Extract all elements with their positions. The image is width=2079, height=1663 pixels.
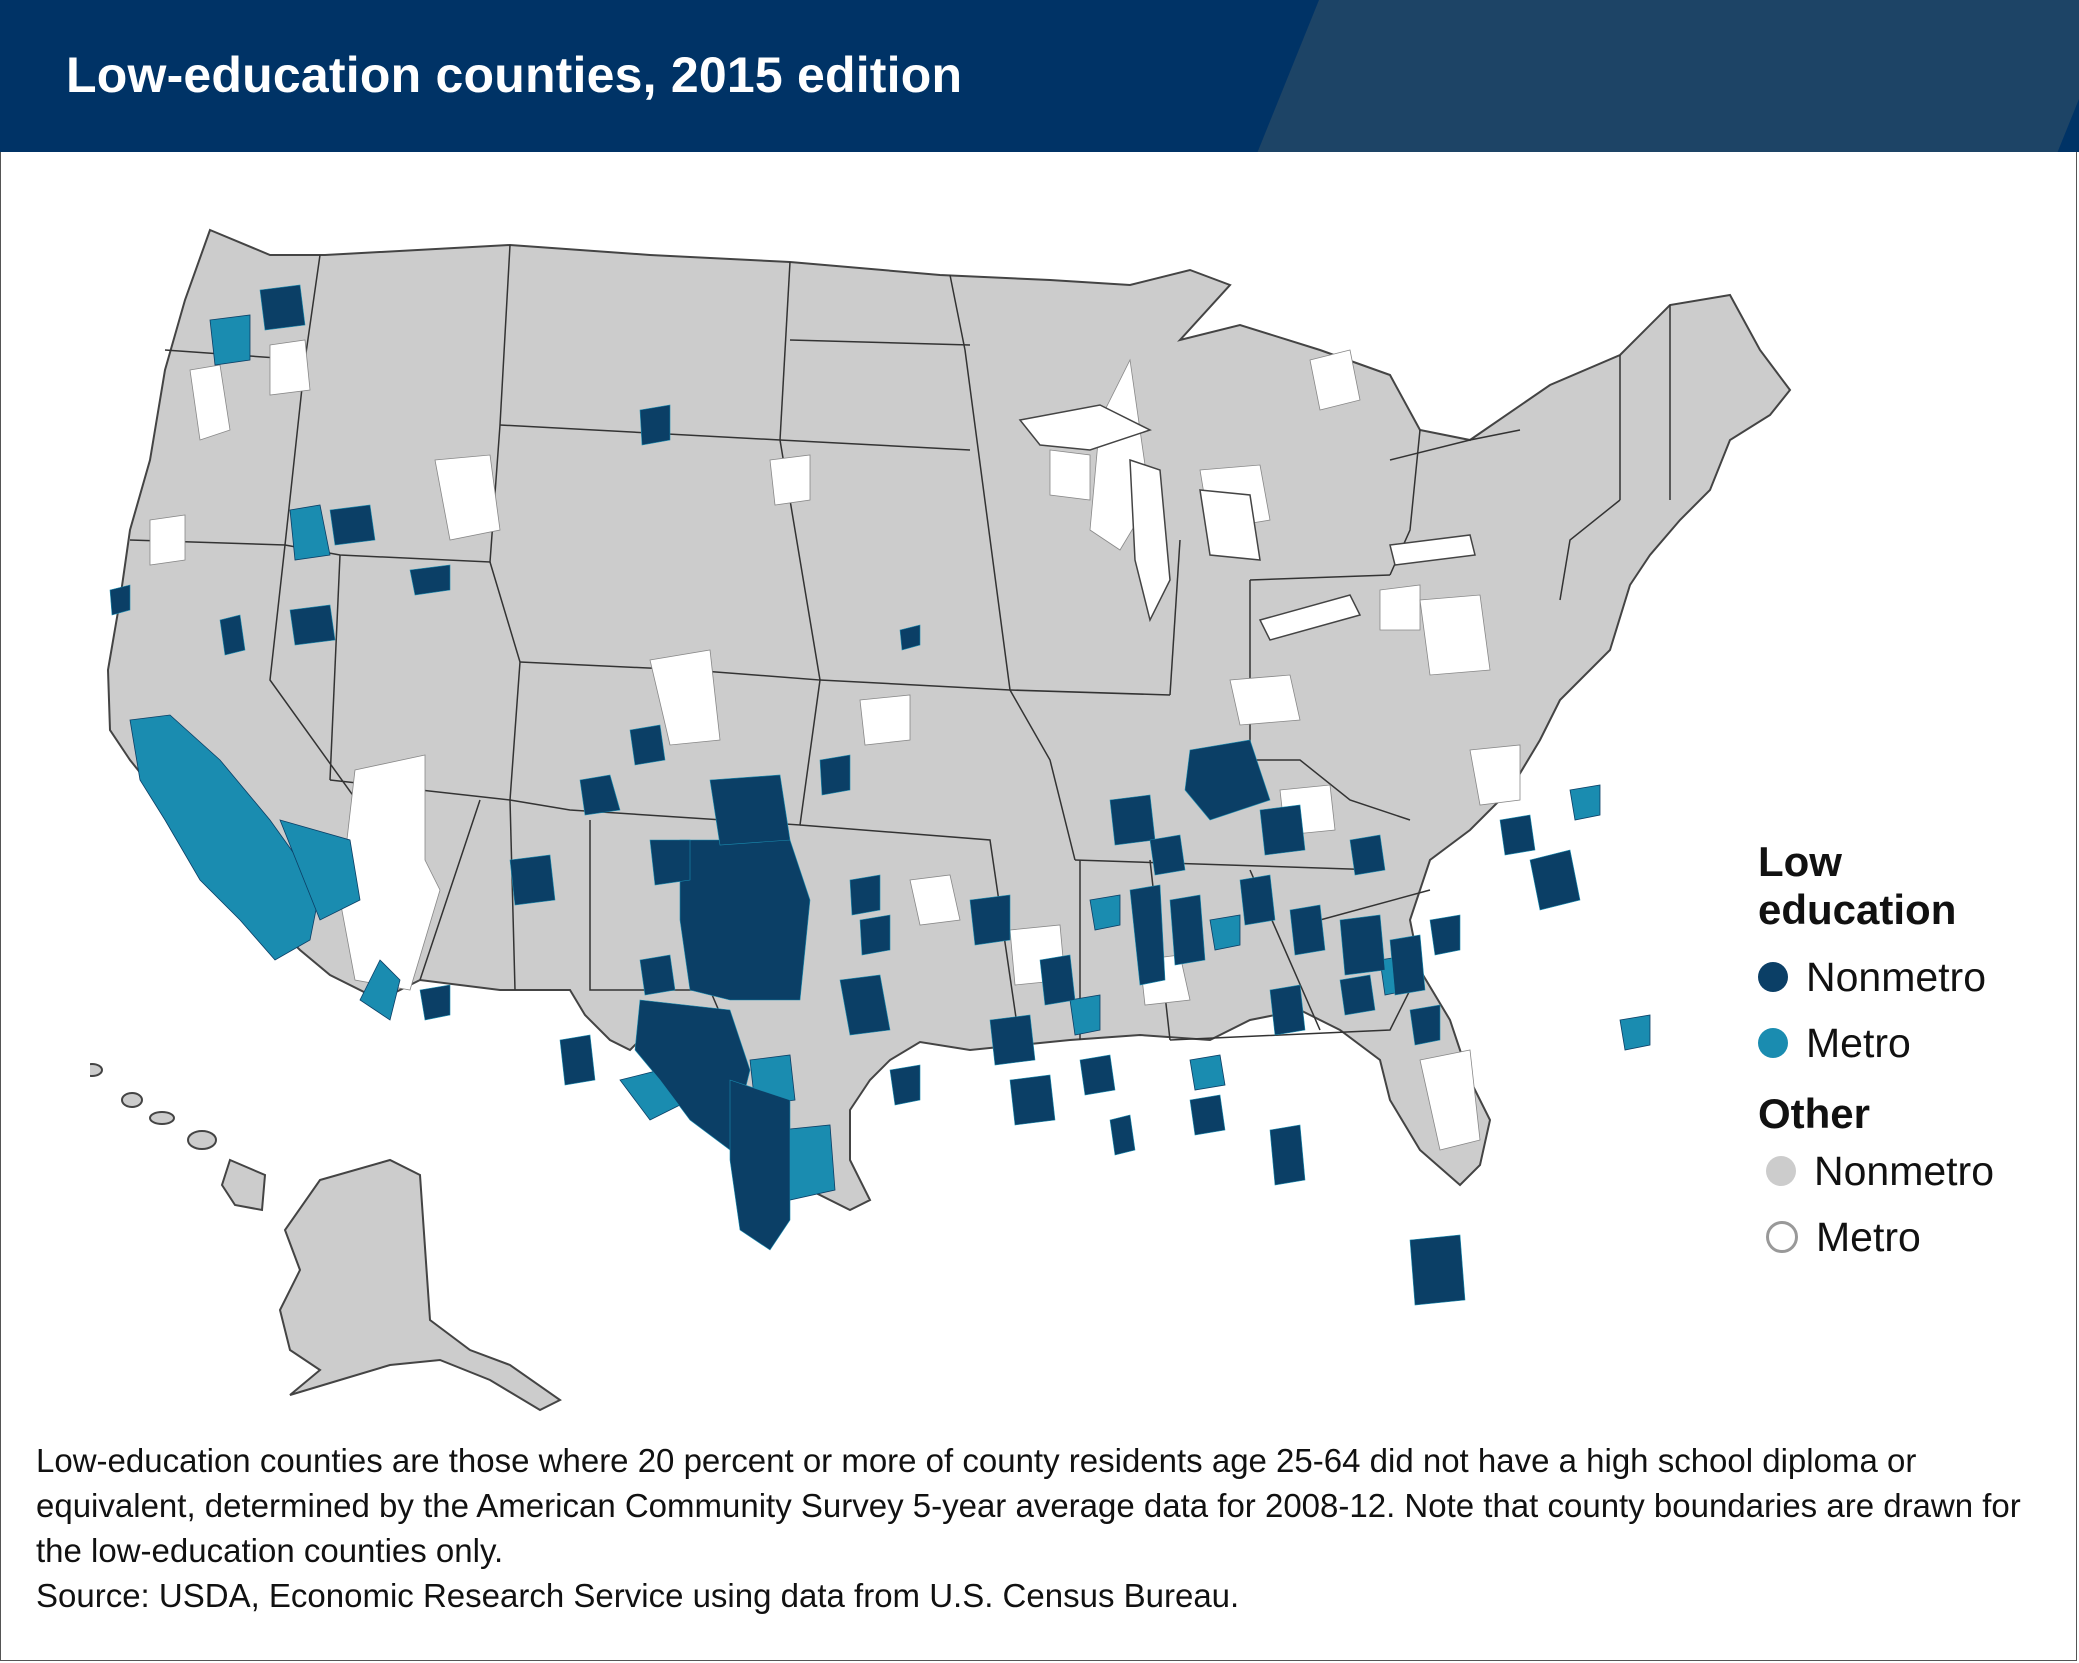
alaska-landmass [278,1158,562,1412]
other-nonmetro-swatch [1766,1156,1796,1186]
low-nonmetro-swatch [1758,962,1788,992]
hawaii-islands [90,1063,267,1212]
legend-item-other-nonmetro: Nonmetro [1758,1138,2058,1204]
legend-label-low-nonmetro: Nonmetro [1806,953,1987,1000]
source-note: Source: USDA, Economic Research Service … [36,1577,1240,1614]
legend-heading-education: education [1758,886,1957,933]
footnote: Low-education counties are those where 2… [36,1438,2046,1618]
legend-item-low-metro: Metro [1758,1010,2058,1076]
great-lakes [1018,404,1476,641]
legend-label-other-metro: Metro [1816,1213,1921,1260]
title-banner: Low-education counties, 2015 edition [0,0,2079,152]
contiguous-us-landmass [106,228,1792,1212]
us-county-map [90,228,1792,1412]
legend-heading-low: Low [1758,838,1842,885]
legend: Low education Nonmetro Metro Other Nonme… [1758,838,2058,1270]
map-title: Low-education counties, 2015 edition [66,47,963,103]
low-education-nonmetro-counties [109,284,1581,1306]
legend-label-low-metro: Metro [1806,1019,1911,1066]
other-metro-counties [149,339,1521,1151]
state-boundaries [129,244,1671,1061]
title-banner-accent [1257,0,2079,152]
legend-label-other-nonmetro: Nonmetro [1814,1147,1995,1194]
legend-item-low-nonmetro: Nonmetro [1758,944,2058,1010]
low-metro-swatch [1758,1028,1788,1058]
legend-item-other-metro: Metro [1758,1204,2058,1270]
low-education-metro-counties [129,314,1651,1201]
other-metro-swatch [1766,1221,1798,1253]
legend-heading-other: Other [1758,1090,1871,1137]
definition-note: Low-education counties are those where 2… [36,1442,2021,1569]
